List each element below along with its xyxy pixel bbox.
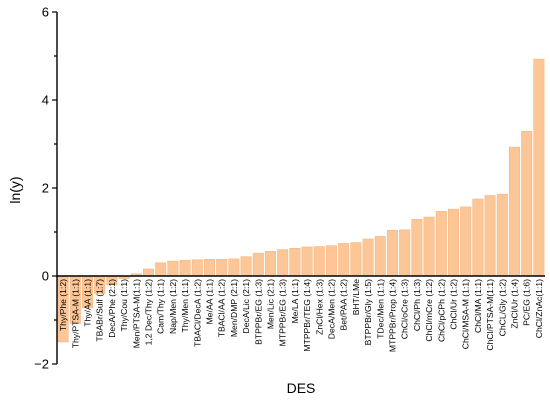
- category-labels-group: Thy/Phe (1:2) Thy/PTSA-M (1:1) Thy/AA (1:1…: [58, 279, 544, 352]
- y-tick-label: 2: [42, 181, 49, 196]
- category-label: ZnCl/Hex (1:3): [314, 279, 324, 335]
- bar: [374, 236, 386, 277]
- bar: [509, 146, 520, 277]
- category-label: ChCL/Gly (1:2): [497, 279, 507, 336]
- category-label: MTPPBr/Prop (1:4): [388, 279, 398, 352]
- category-label: DecA/Men (1:2): [327, 279, 337, 339]
- bar: [143, 268, 154, 277]
- category-label: Thy/PTSA-M (1:1): [70, 279, 80, 348]
- bar: [326, 245, 337, 277]
- category-label: Cam/Thy (1:1): [156, 279, 166, 334]
- bar: [472, 198, 484, 277]
- category-label: TBACl/DecA (1:2): [192, 279, 202, 347]
- bar: [521, 130, 533, 277]
- category-label: Bet/PAA (1:2): [339, 279, 349, 331]
- bar: [313, 246, 325, 277]
- category-label: ChCl/oCre (1:3): [400, 279, 410, 339]
- bar: [252, 252, 264, 277]
- bar: [301, 246, 313, 277]
- bar: [399, 229, 411, 277]
- x-axis-title: DES: [287, 380, 316, 396]
- bar: [277, 249, 289, 277]
- category-label: BHT/LMe: [351, 279, 361, 316]
- category-label: PC/EG (1:6): [522, 279, 532, 326]
- category-label: Thy/AA (1:1): [83, 279, 93, 327]
- bar: [228, 258, 240, 277]
- bar: [387, 229, 398, 277]
- category-label: Nap/Men (1:2): [168, 279, 178, 334]
- category-label: BTPPBr/EG (1:3): [253, 279, 263, 345]
- category-label: Me/LA (1:1): [290, 279, 300, 324]
- category-label: Thy/Cou (1:1): [119, 279, 129, 332]
- category-label: TBACl/AA (1:2): [217, 279, 227, 337]
- bar: [484, 195, 496, 277]
- category-label: TBABr/Sulf (1:7): [95, 279, 105, 342]
- bars-group: [57, 58, 545, 343]
- category-label: Men/PTSA-M(1:1): [131, 279, 141, 348]
- bar: [155, 262, 167, 277]
- category-label: ZnCl/Ur (1:4): [510, 279, 520, 329]
- category-label: Men/Lic (2:1): [266, 279, 276, 329]
- bar: [460, 206, 472, 277]
- bar: [435, 211, 447, 277]
- category-label: TDec/Men (1:1): [375, 279, 385, 339]
- bar: [191, 259, 203, 277]
- category-label: ChCl/Ur (1:2): [449, 279, 459, 330]
- category-label: ChCl/PTSA-M(1:1): [485, 279, 495, 351]
- category-label: BTPPBr/Gly (1:5): [363, 279, 373, 346]
- y-tick-label: −2: [34, 357, 49, 372]
- category-label: 1,2 Dec/Thy (1:2): [144, 279, 154, 346]
- category-label: Thy/Phe (1:2): [58, 279, 68, 331]
- category-label: ChCl/mCre (1:2): [424, 279, 434, 342]
- bar: [448, 208, 459, 277]
- category-label: MTPPBr/EG (1:3): [278, 279, 288, 346]
- y-tick-label: 4: [42, 93, 49, 108]
- category-label: DecA/Lic (2:1): [241, 279, 251, 334]
- y-tick-label: 6: [42, 5, 49, 20]
- y-tick-label: 0: [42, 269, 49, 284]
- bar: [167, 260, 179, 277]
- category-label: ChCl/MA (1:1): [473, 279, 483, 333]
- bar: [533, 58, 545, 277]
- axes-group: [56, 12, 545, 364]
- category-label: ChCl/ZnAc(1:1): [534, 279, 544, 338]
- category-label: Thy/Men (1:1): [180, 279, 190, 333]
- bar: [179, 259, 191, 277]
- y-ticks-group: −2 0 2 4 6: [34, 5, 57, 372]
- category-label: ChCl/MSA-M (1:1): [461, 279, 471, 349]
- bar: [216, 259, 228, 277]
- bar: [411, 218, 423, 277]
- bar: [423, 216, 435, 277]
- bar: [496, 193, 508, 277]
- category-label: MTPPBr/TEG (1:4): [302, 279, 312, 352]
- bar: [265, 251, 276, 277]
- bar: [350, 242, 362, 277]
- category-label: DecA/Phe (2:1): [107, 279, 117, 338]
- bar: [204, 259, 215, 277]
- y-axis-title: ln(y): [7, 176, 23, 203]
- category-label: ChCl/pCPh (1:2): [436, 279, 446, 342]
- bar: [240, 256, 252, 277]
- category-label: Men/DMP (2:1): [229, 279, 239, 337]
- bar: [338, 243, 350, 277]
- bar: [362, 238, 374, 277]
- category-label: Me/AA (1:1): [205, 279, 215, 325]
- category-label: ChCl/Ph (1:3): [412, 279, 422, 331]
- bar: [289, 248, 301, 277]
